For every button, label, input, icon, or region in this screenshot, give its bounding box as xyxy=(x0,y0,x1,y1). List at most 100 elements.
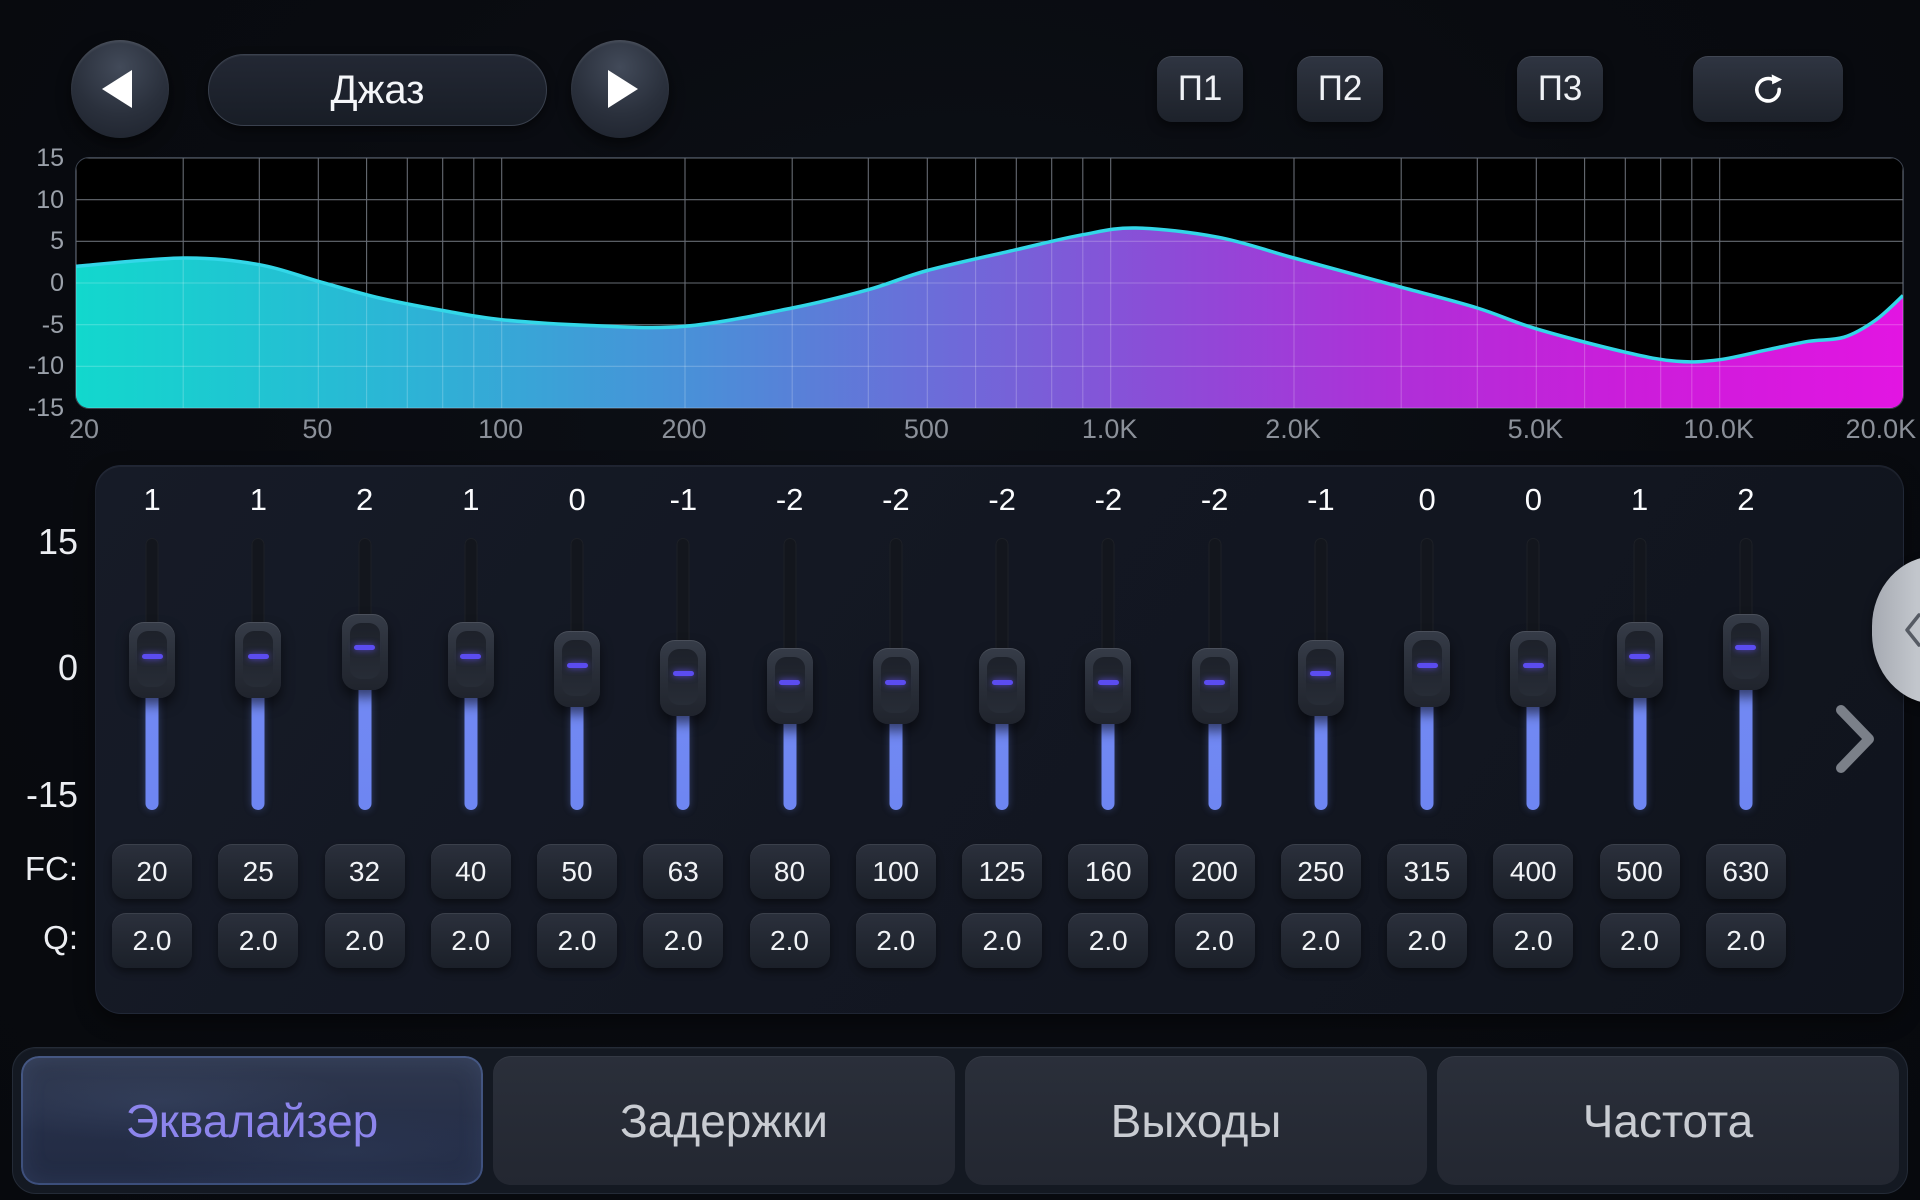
band-q-button[interactable]: 2.0 xyxy=(430,913,511,968)
band-fc-button[interactable]: 315 xyxy=(1387,844,1467,899)
band-q-button[interactable]: 2.0 xyxy=(749,913,830,968)
band-gain-slider[interactable] xyxy=(1297,538,1344,810)
slider-rail-filled xyxy=(1739,655,1753,810)
tab-1[interactable]: Эквалайзер xyxy=(21,1056,483,1185)
x-tick-label: 200 xyxy=(661,414,707,444)
slider-thumb-inner xyxy=(880,657,911,714)
band-q-button[interactable]: 2.0 xyxy=(1068,913,1149,968)
slider-thumb[interactable] xyxy=(1191,648,1238,725)
preset-name-button[interactable]: Джаз xyxy=(208,54,547,126)
band-gain-slider[interactable] xyxy=(1722,538,1769,810)
band-q-button[interactable]: 2.0 xyxy=(537,913,617,968)
band-fc-button[interactable]: 200 xyxy=(1174,844,1255,899)
band-q-button[interactable]: 2.0 xyxy=(1174,913,1255,968)
slider-thumb[interactable] xyxy=(1722,613,1769,690)
band-gain-slider[interactable] xyxy=(979,538,1026,810)
right-triangle-icon xyxy=(608,70,638,108)
eq-band-15: 1 500 2.0 xyxy=(1587,466,1693,1013)
band-fc-button[interactable]: 500 xyxy=(1599,844,1680,899)
band-fc-button[interactable]: 100 xyxy=(855,844,936,899)
slider-rail-upper xyxy=(1208,538,1222,683)
slider-thumb[interactable] xyxy=(1085,648,1132,725)
slider-thumb[interactable] xyxy=(129,622,176,699)
tab-3[interactable]: Выходы xyxy=(965,1056,1427,1185)
slider-thumb-dash-icon xyxy=(354,645,376,651)
prev-preset-button[interactable] xyxy=(71,40,169,138)
slider-thumb[interactable] xyxy=(1297,639,1344,716)
slider-thumb[interactable] xyxy=(766,648,813,725)
band-gain-slider[interactable] xyxy=(1085,538,1132,810)
slider-thumb[interactable] xyxy=(341,613,388,690)
eq-band-12: -1 250 2.0 xyxy=(1268,466,1374,1013)
band-gain-slider[interactable] xyxy=(1191,538,1238,810)
band-gain-slider[interactable] xyxy=(1404,538,1451,810)
slider-thumb[interactable] xyxy=(447,622,494,699)
slider-rail-filled xyxy=(358,655,372,810)
band-fc-button[interactable]: 40 xyxy=(430,844,511,899)
band-fc-button[interactable]: 20 xyxy=(112,844,192,899)
slider-thumb[interactable] xyxy=(1404,631,1451,707)
slider-thumb-dash-icon xyxy=(779,679,801,685)
y-tick-label: -5 xyxy=(41,310,64,339)
band-fc-button[interactable]: 50 xyxy=(537,844,617,899)
preset-memory-button-1[interactable]: П1 xyxy=(1157,56,1243,122)
band-gain-slider[interactable] xyxy=(447,538,494,810)
x-tick-label: 500 xyxy=(903,414,949,444)
tab-2[interactable]: Задержки xyxy=(493,1056,955,1185)
preset-memory-button-2[interactable]: П2 xyxy=(1297,56,1383,122)
band-gain-slider[interactable] xyxy=(766,538,813,810)
more-bands-button[interactable] xyxy=(1833,702,1879,776)
band-fc-button[interactable]: 160 xyxy=(1068,844,1149,899)
slider-thumb[interactable] xyxy=(235,622,282,699)
band-fc-button[interactable]: 80 xyxy=(749,844,830,899)
slider-thumb-dash-icon xyxy=(672,671,694,677)
bottom-tab-bar: Эквалайзер Задержки Выходы Частота xyxy=(12,1047,1908,1194)
band-gain-slider[interactable] xyxy=(660,538,707,810)
slider-thumb-inner xyxy=(774,657,805,714)
band-q-button[interactable]: 2.0 xyxy=(962,913,1042,968)
band-gain-slider[interactable] xyxy=(1510,538,1557,810)
band-fc-button[interactable]: 32 xyxy=(324,844,405,899)
band-q-button[interactable]: 2.0 xyxy=(1387,913,1467,968)
band-fc-button[interactable]: 63 xyxy=(643,844,724,899)
slider-thumb[interactable] xyxy=(872,648,919,725)
reset-button[interactable] xyxy=(1693,56,1843,122)
next-preset-button[interactable] xyxy=(571,40,669,138)
slider-thumb[interactable] xyxy=(554,631,601,707)
slider-thumb-inner xyxy=(1412,640,1443,696)
band-gain-slider[interactable] xyxy=(872,538,919,810)
slider-thumb-inner xyxy=(1624,631,1655,688)
band-q-button[interactable]: 2.0 xyxy=(1705,913,1786,968)
slider-thumb[interactable] xyxy=(660,639,707,716)
band-q-button[interactable]: 2.0 xyxy=(855,913,936,968)
slider-rail-filled xyxy=(570,673,584,810)
band-fc-button[interactable]: 630 xyxy=(1705,844,1786,899)
band-fc-button[interactable]: 125 xyxy=(962,844,1042,899)
band-q-button[interactable]: 2.0 xyxy=(1493,913,1574,968)
band-fc-button[interactable]: 250 xyxy=(1280,844,1361,899)
slider-thumb[interactable] xyxy=(1616,622,1663,699)
band-gain-slider[interactable] xyxy=(235,538,282,810)
preset-memory-button-3[interactable]: П3 xyxy=(1517,56,1603,122)
slider-thumb-dash-icon xyxy=(460,653,482,659)
band-q-button[interactable]: 2.0 xyxy=(643,913,724,968)
band-gain-slider[interactable] xyxy=(129,538,176,810)
band-q-button[interactable]: 2.0 xyxy=(1280,913,1361,968)
eq-band-5: 0 50 2.0 xyxy=(524,466,630,1013)
slider-rail-filled xyxy=(1420,673,1434,810)
band-fc-button[interactable]: 25 xyxy=(218,844,299,899)
tab-4[interactable]: Частота xyxy=(1437,1056,1899,1185)
band-q-button[interactable]: 2.0 xyxy=(112,913,192,968)
band-fc-button[interactable]: 400 xyxy=(1493,844,1574,899)
eq-band-14: 0 400 2.0 xyxy=(1480,466,1586,1013)
band-gain-slider[interactable] xyxy=(1616,538,1663,810)
x-tick-label: 2.0K xyxy=(1265,414,1321,444)
band-q-button[interactable]: 2.0 xyxy=(218,913,299,968)
band-gain-slider[interactable] xyxy=(554,538,601,810)
slider-thumb[interactable] xyxy=(1510,631,1557,707)
band-gain-slider[interactable] xyxy=(341,538,388,810)
band-q-button[interactable]: 2.0 xyxy=(1599,913,1680,968)
band-q-button[interactable]: 2.0 xyxy=(324,913,405,968)
slider-thumb[interactable] xyxy=(979,648,1026,725)
